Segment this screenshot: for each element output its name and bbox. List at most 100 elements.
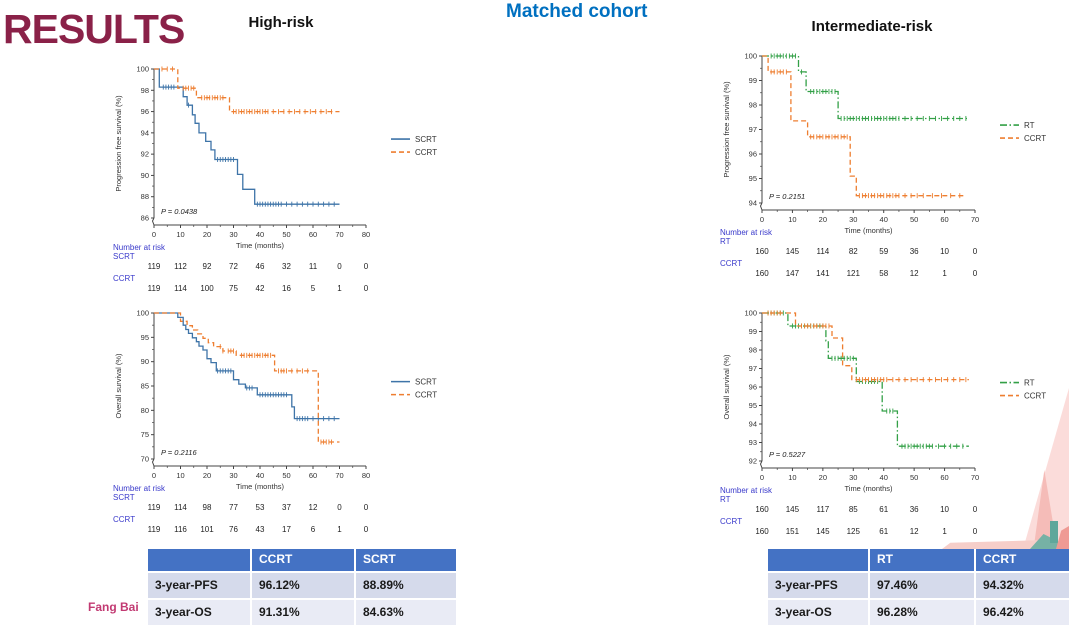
svg-text:100: 100 <box>136 65 149 74</box>
intermediate-risk-heading: Intermediate-risk <box>811 18 933 35</box>
svg-text:0: 0 <box>760 473 764 482</box>
svg-text:0: 0 <box>152 471 156 480</box>
svg-text:10: 10 <box>788 215 796 224</box>
svg-text:Number at risk: Number at risk <box>113 484 166 493</box>
svg-text:36: 36 <box>910 505 919 514</box>
svg-text:160: 160 <box>755 527 769 536</box>
svg-text:20: 20 <box>203 471 211 480</box>
table-cell: 3-year-OS <box>768 600 868 625</box>
summary-table-high-risk-summary: CCRT SCRT 3-year-PFS 96.12% 88.89% 3-year-OS 9… <box>148 549 458 627</box>
svg-text:Overall survival (%): Overall survival (%) <box>114 353 123 419</box>
svg-text:RT: RT <box>1024 121 1035 130</box>
summary-table-intermediate-risk-summary: RT CCRT 3-year-PFS 97.46% 94.32% 3-year-OS 96.… <box>768 549 1069 627</box>
svg-text:P = 0.2151: P = 0.2151 <box>769 192 805 201</box>
page-title: RESULTS <box>3 6 185 52</box>
svg-text:CCRT: CCRT <box>720 517 742 526</box>
svg-text:30: 30 <box>849 473 857 482</box>
svg-text:50: 50 <box>910 473 918 482</box>
svg-text:61: 61 <box>879 527 888 536</box>
svg-text:10: 10 <box>176 471 184 480</box>
svg-text:60: 60 <box>309 230 317 239</box>
svg-text:10: 10 <box>940 505 949 514</box>
svg-text:60: 60 <box>309 471 317 480</box>
svg-text:117: 117 <box>816 505 829 514</box>
svg-text:85: 85 <box>141 382 149 391</box>
svg-text:36: 36 <box>910 247 919 256</box>
svg-text:70: 70 <box>971 215 979 224</box>
svg-text:0: 0 <box>973 527 978 536</box>
svg-text:20: 20 <box>819 215 827 224</box>
svg-text:Number at risk: Number at risk <box>720 486 773 495</box>
svg-text:RT: RT <box>720 237 731 246</box>
svg-text:SCRT: SCRT <box>113 493 135 502</box>
svg-text:Time (months): Time (months) <box>844 226 893 235</box>
svg-text:16: 16 <box>282 284 291 293</box>
svg-text:112: 112 <box>174 262 187 271</box>
svg-text:99: 99 <box>749 327 757 336</box>
table-cell: 3-year-PFS <box>148 573 250 598</box>
svg-text:6: 6 <box>311 525 316 534</box>
svg-text:0: 0 <box>364 284 369 293</box>
svg-text:97: 97 <box>749 125 757 134</box>
km-panel-high-risk-pfs: 86 88 90 92 94 96 98 100 0 10 20 30 40 50 60 70 80 Progre… <box>105 55 455 300</box>
svg-text:SCRT: SCRT <box>415 135 437 144</box>
svg-text:43: 43 <box>256 525 265 534</box>
table-header-cell: CCRT <box>976 549 1069 571</box>
svg-text:30: 30 <box>229 471 237 480</box>
svg-text:141: 141 <box>816 269 830 278</box>
svg-text:P = 0.2116: P = 0.2116 <box>161 448 197 457</box>
svg-text:98: 98 <box>141 86 149 95</box>
author-name: Fang Bai <box>88 600 139 614</box>
svg-text:82: 82 <box>849 247 858 256</box>
svg-text:RT: RT <box>720 495 731 504</box>
svg-text:119: 119 <box>148 284 161 293</box>
svg-text:121: 121 <box>847 269 861 278</box>
svg-text:96: 96 <box>141 107 149 116</box>
svg-text:1: 1 <box>942 527 947 536</box>
svg-text:50: 50 <box>282 471 290 480</box>
svg-text:94: 94 <box>749 420 757 429</box>
svg-text:125: 125 <box>847 527 861 536</box>
svg-text:17: 17 <box>282 525 291 534</box>
svg-text:61: 61 <box>879 505 888 514</box>
high-risk-heading: High-risk <box>248 14 314 31</box>
svg-text:12: 12 <box>309 503 318 512</box>
svg-text:0: 0 <box>973 247 978 256</box>
svg-text:5: 5 <box>311 284 316 293</box>
svg-text:59: 59 <box>879 247 888 256</box>
svg-text:30: 30 <box>849 215 857 224</box>
svg-text:77: 77 <box>229 503 238 512</box>
svg-text:58: 58 <box>879 269 888 278</box>
table-header-cell <box>148 549 250 571</box>
svg-text:95: 95 <box>141 333 149 342</box>
svg-text:92: 92 <box>141 150 149 159</box>
svg-text:RT: RT <box>1024 379 1035 388</box>
svg-text:12: 12 <box>910 527 919 536</box>
svg-text:P = 0.5227: P = 0.5227 <box>769 450 806 459</box>
svg-text:1: 1 <box>337 525 342 534</box>
svg-text:CCRT: CCRT <box>1024 392 1046 401</box>
svg-text:98: 98 <box>749 101 757 110</box>
svg-text:99: 99 <box>749 76 757 85</box>
table-cell: 96.42% <box>976 600 1069 625</box>
table-cell: 84.63% <box>356 600 456 625</box>
table-cell: 88.89% <box>356 573 456 598</box>
svg-text:53: 53 <box>256 503 265 512</box>
svg-text:70: 70 <box>971 473 979 482</box>
svg-text:40: 40 <box>880 473 888 482</box>
svg-text:0: 0 <box>760 215 764 224</box>
svg-text:160: 160 <box>755 247 769 256</box>
table-cell: 3-year-OS <box>148 600 250 625</box>
table-header-cell: RT <box>870 549 974 571</box>
svg-text:30: 30 <box>229 230 237 239</box>
svg-text:90: 90 <box>141 357 149 366</box>
svg-text:10: 10 <box>788 473 796 482</box>
svg-text:101: 101 <box>200 525 214 534</box>
svg-text:50: 50 <box>282 230 290 239</box>
svg-text:0: 0 <box>973 505 978 514</box>
svg-text:CCRT: CCRT <box>720 259 742 268</box>
svg-text:114: 114 <box>174 503 187 512</box>
svg-text:76: 76 <box>229 525 238 534</box>
svg-text:32: 32 <box>282 262 291 271</box>
